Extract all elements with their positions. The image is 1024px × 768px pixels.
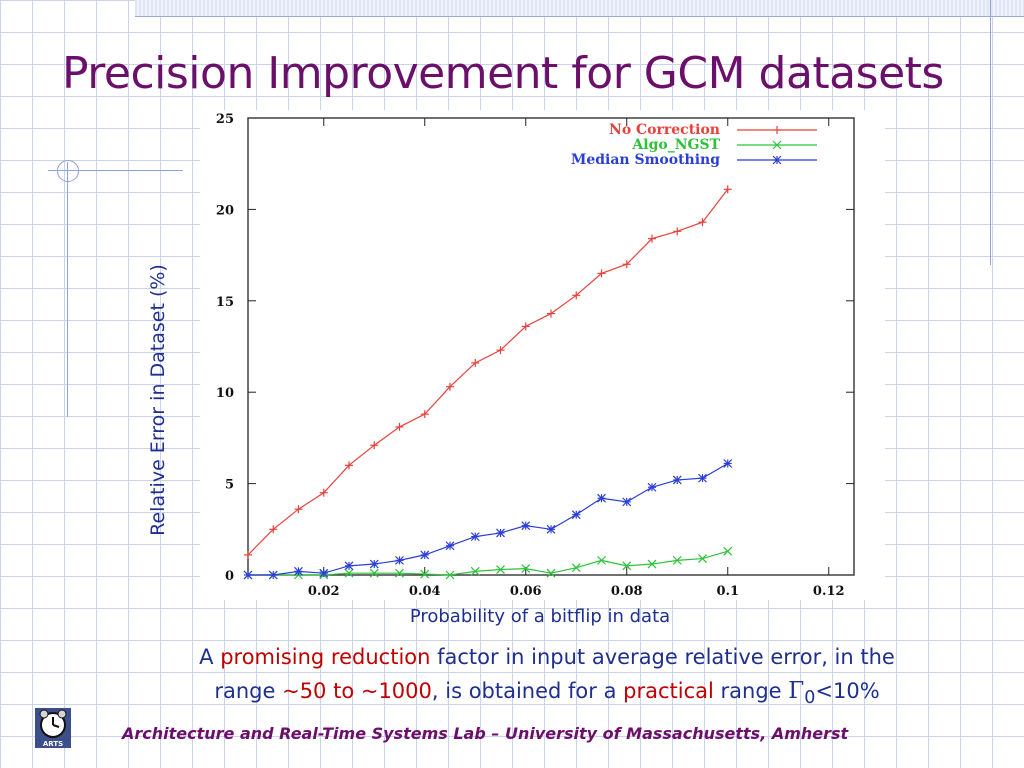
decorative-horizontal-line xyxy=(48,170,183,171)
data-point-algo-ngst xyxy=(420,569,430,579)
decorative-circle xyxy=(57,160,79,182)
data-point-algo-ngst xyxy=(344,568,354,578)
chart-container: 0 5 10 15 20 25 0.02 0.04 0.06 0.08 0.1 0.12 No Corr… xyxy=(200,110,885,600)
data-point-median-smoothing xyxy=(546,524,556,534)
y-tick-label: 15 xyxy=(216,295,234,310)
highlight-text: promising reduction xyxy=(220,645,431,669)
data-point-algo-ngst xyxy=(672,555,682,565)
slide-title: Precision Improvement for GCM datasets xyxy=(62,48,944,99)
series-line-algo-ngst xyxy=(248,550,728,576)
x-tick-label: 0.04 xyxy=(409,584,441,599)
x-tick-label: 0.1 xyxy=(716,584,739,599)
line-chart: 0 5 10 15 20 25 0.02 0.04 0.06 0.08 0.1 0.12 No Corr… xyxy=(216,112,855,599)
gamma-subscript: 0 xyxy=(804,688,816,709)
data-point-median-smoothing xyxy=(496,528,505,538)
data-point-algo-ngst xyxy=(470,566,480,576)
data-point-algo-ngst xyxy=(521,564,531,574)
legend-label-algo-ngst: Algo_NGST xyxy=(631,137,720,153)
series-line-no-correction xyxy=(247,188,729,556)
data-point-median-smoothing xyxy=(698,473,707,483)
data-point-algo-ngst xyxy=(723,546,733,556)
legend-marker-algo-ngst xyxy=(772,140,782,150)
data-point-median-smoothing xyxy=(470,532,480,542)
data-point-median-smoothing xyxy=(672,475,682,485)
data-point-median-smoothing xyxy=(723,459,733,468)
data-point-median-smoothing xyxy=(597,493,606,503)
data-point-median-smoothing xyxy=(395,555,404,565)
body-text-segment: range xyxy=(713,679,789,703)
legend-label-median-smoothing: Median Smoothing xyxy=(571,152,720,168)
data-point-median-smoothing xyxy=(571,510,581,520)
decorative-vertical-line xyxy=(67,162,68,417)
data-point-algo-ngst xyxy=(647,559,657,569)
data-point-median-smoothing xyxy=(369,559,379,569)
x-axis-label: Probability of a bitflip in data xyxy=(409,606,671,627)
y-tick-label: 0 xyxy=(225,569,234,584)
y-axis-label: Relative Error in Dataset (%) xyxy=(147,264,169,536)
data-point-algo-ngst xyxy=(369,568,379,578)
body-line-2: range ~50 to ~1000, is obtained for a pr… xyxy=(132,674,962,715)
body-line-1: A promising reduction factor in input av… xyxy=(132,640,962,674)
y-tick-label: 20 xyxy=(216,203,234,218)
plot-frame xyxy=(247,117,855,576)
data-point-median-smoothing xyxy=(521,521,531,531)
data-point-median-smoothing xyxy=(344,561,354,571)
y-tick-label: 10 xyxy=(216,386,234,401)
data-point-algo-ngst xyxy=(571,563,581,573)
data-point-median-smoothing xyxy=(420,550,430,560)
x-tick-label: 0.06 xyxy=(510,584,542,599)
body-text-segment: A xyxy=(199,645,221,669)
clock-logo-icon: ARTS xyxy=(35,708,71,748)
legend-marker-median-smoothing xyxy=(772,155,782,165)
decorative-vertical-line xyxy=(990,0,991,265)
y-tick-label: 25 xyxy=(216,112,234,127)
data-point-median-smoothing xyxy=(622,497,632,507)
x-tick-label: 0.02 xyxy=(308,584,340,599)
data-point-algo-ngst xyxy=(395,568,404,578)
data-point-algo-ngst xyxy=(622,561,632,571)
footer-text: Architecture and Real-Time Systems Lab –… xyxy=(122,724,849,743)
data-point-median-smoothing xyxy=(243,570,253,580)
data-point-algo-ngst xyxy=(445,570,455,580)
body-text-segment: range xyxy=(214,679,283,703)
logo-text: ARTS xyxy=(43,740,63,748)
data-point-median-smoothing xyxy=(445,541,455,551)
data-point-median-smoothing xyxy=(268,570,278,580)
highlight-text: practical xyxy=(623,679,714,703)
data-point-algo-ngst xyxy=(546,568,556,578)
x-tick-label: 0.12 xyxy=(813,584,845,599)
data-point-algo-ngst xyxy=(698,554,707,563)
legend-label-no-correction: No Correction xyxy=(609,122,720,138)
data-point-median-smoothing xyxy=(294,566,303,576)
series-line-median-smoothing xyxy=(248,462,729,576)
highlight-text: ~50 to ~1000 xyxy=(282,679,432,703)
body-text-segment: <10% xyxy=(815,679,880,703)
body-text-segment: factor in input average relative error, … xyxy=(430,645,895,669)
slide-body-text: A promising reduction factor in input av… xyxy=(132,640,962,715)
y-tick-label: 5 xyxy=(225,478,234,493)
decorative-top-band xyxy=(135,0,1024,17)
x-tick-label: 0.08 xyxy=(611,584,643,599)
data-point-median-smoothing xyxy=(319,568,329,578)
data-point-algo-ngst xyxy=(597,555,606,565)
gamma-symbol: Γ xyxy=(788,678,805,704)
data-point-median-smoothing xyxy=(647,482,657,492)
data-point-algo-ngst xyxy=(496,565,505,574)
body-text-segment: , is obtained for a xyxy=(431,679,624,703)
